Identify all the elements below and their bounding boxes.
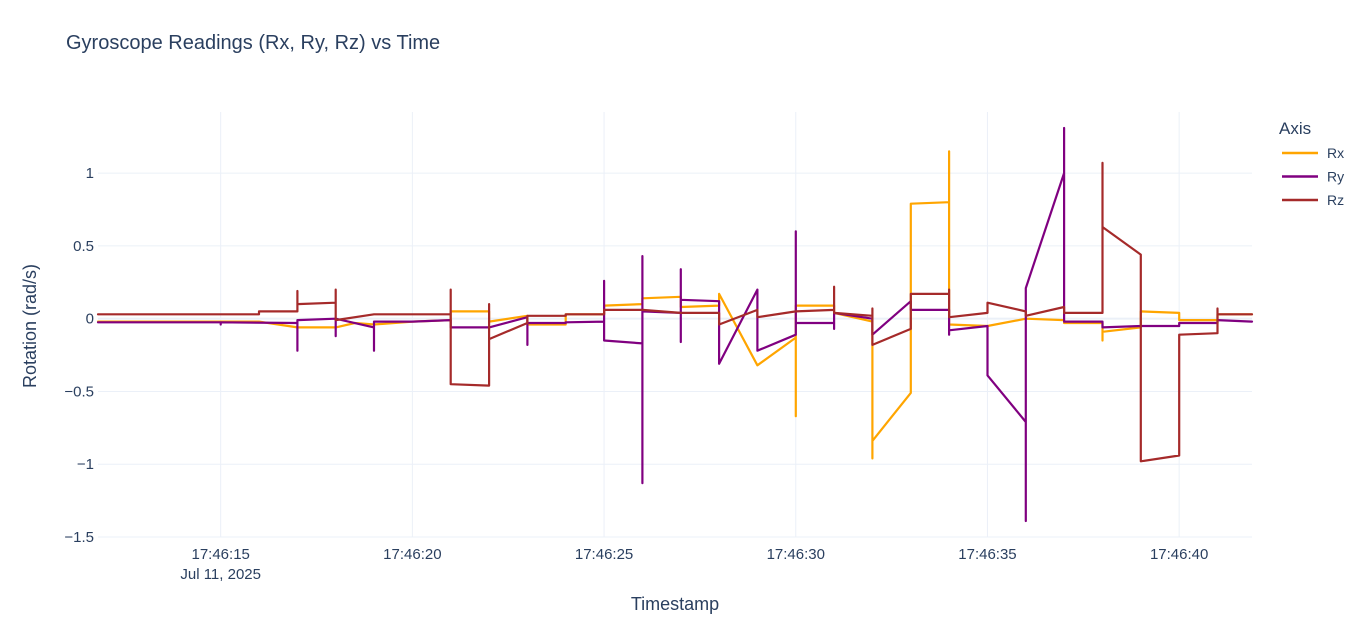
legend-items[interactable]: Rx Ry Rz <box>1282 145 1344 208</box>
x-tick-label-3: 17:46:30 <box>767 546 825 563</box>
legend-item-rx[interactable]: Rx <box>1282 145 1344 161</box>
series-line-rx[interactable] <box>96 150 1254 460</box>
y-tick-label-4: −1 <box>77 456 94 473</box>
legend-label-rx: Rx <box>1327 145 1344 161</box>
y-axis-ticks: 1 0.5 0 −0.5 −1 −1.5 <box>64 165 94 546</box>
x-tick-sublabel-0: Jul 11, 2025 <box>180 566 261 583</box>
series-line-rz[interactable] <box>96 161 1254 463</box>
x-tick-label-5: 17:46:40 <box>1150 546 1208 563</box>
chart-title: Gyroscope Readings (Rx, Ry, Rz) vs Time <box>66 32 440 54</box>
legend-item-ry[interactable]: Ry <box>1282 169 1344 185</box>
y-tick-label-0: 1 <box>86 165 94 182</box>
y-tick-label-1: 0.5 <box>73 238 94 255</box>
series-line-ry[interactable] <box>96 126 1254 523</box>
legend-item-rz[interactable]: Rz <box>1282 192 1344 208</box>
y-tick-label-5: −1.5 <box>64 529 94 546</box>
x-axis-ticks: 17:46:15 Jul 11, 2025 17:46:20 17:46:25 17:4… <box>180 546 1208 583</box>
y-tick-label-3: −0.5 <box>64 383 94 400</box>
legend[interactable]: Axis Rx Ry Rz <box>1279 119 1344 208</box>
x-tick-label-4: 17:46:35 <box>958 546 1016 563</box>
x-axis-title: Timestamp <box>631 594 719 614</box>
x-tick-label-1: 17:46:20 <box>383 546 441 563</box>
x-tick-label-0: 17:46:15 <box>191 546 249 563</box>
y-axis-title: Rotation (rad/s) <box>20 264 40 388</box>
legend-label-rz: Rz <box>1327 192 1344 208</box>
x-tick-label-2: 17:46:25 <box>575 546 633 563</box>
y-tick-label-2: 0 <box>86 311 94 328</box>
legend-title: Axis <box>1279 119 1311 138</box>
legend-label-ry: Ry <box>1327 169 1344 185</box>
series-lines <box>96 126 1254 523</box>
